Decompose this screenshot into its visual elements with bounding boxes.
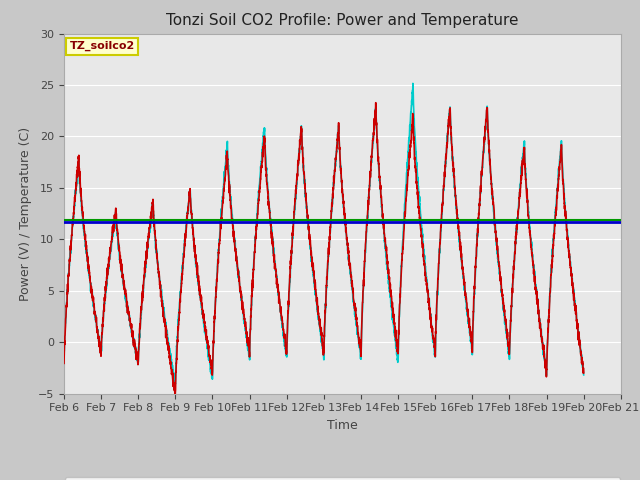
X-axis label: Time: Time [327, 419, 358, 432]
Text: TZ_soilco2: TZ_soilco2 [70, 41, 135, 51]
Title: Tonzi Soil CO2 Profile: Power and Temperature: Tonzi Soil CO2 Profile: Power and Temper… [166, 13, 518, 28]
Y-axis label: Power (V) / Temperature (C): Power (V) / Temperature (C) [19, 127, 33, 300]
Legend: CR23X Temperature, CR23X Voltage, CR10X Voltage, CR10X Temperature: CR23X Temperature, CR23X Voltage, CR10X … [65, 477, 620, 480]
